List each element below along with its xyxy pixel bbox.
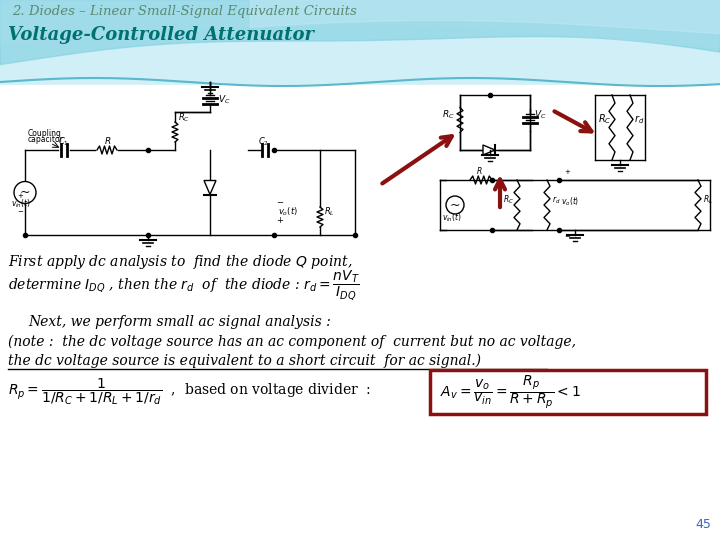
Text: $R_C$: $R_C$	[503, 194, 514, 206]
Text: $v_o(t)$: $v_o(t)$	[561, 196, 580, 208]
Text: $R$: $R$	[476, 165, 482, 176]
Text: $V_C$: $V_C$	[218, 93, 230, 105]
Text: $r_d$: $r_d$	[552, 195, 561, 206]
Text: (note :  the dc voltage source has an ac component of  current but no ac voltage: (note : the dc voltage source has an ac …	[8, 335, 576, 349]
Text: $+$: $+$	[17, 191, 24, 199]
Text: 2. Diodes – Linear Small-Signal Equivalent Circuits: 2. Diodes – Linear Small-Signal Equivale…	[12, 5, 356, 18]
Text: First apply dc analysis to  find the diode $Q$ point,: First apply dc analysis to find the diod…	[8, 253, 352, 271]
Text: $R_p = \dfrac{1}{1/R_C + 1/R_L + 1/r_d}$  ,  based on voltage divider  :: $R_p = \dfrac{1}{1/R_C + 1/R_L + 1/r_d}$…	[8, 376, 371, 407]
Text: $R_C$: $R_C$	[442, 109, 455, 121]
Text: capacitor: capacitor	[28, 135, 64, 144]
Text: $R$: $R$	[104, 135, 112, 146]
Text: $v_o(t)$: $v_o(t)$	[278, 206, 298, 219]
Text: $+$: $+$	[564, 167, 571, 176]
Bar	[0, 0, 720, 85]
Text: $r_d$: $r_d$	[634, 113, 644, 126]
Circle shape	[14, 181, 36, 204]
Text: $C_1$: $C_1$	[58, 135, 69, 147]
Text: $A_v = \dfrac{v_o}{v_{in}} = \dfrac{R_p}{R + R_p} < 1$: $A_v = \dfrac{v_o}{v_{in}} = \dfrac{R_p}…	[440, 374, 581, 410]
Text: $-$: $-$	[276, 196, 284, 205]
Text: $V_C$: $V_C$	[534, 109, 546, 121]
Polygon shape	[483, 145, 495, 155]
Text: the dc voltage source is equivalent to a short circuit  for ac signal.): the dc voltage source is equivalent to a…	[8, 354, 481, 368]
Text: Next, we perform small ac signal analysis :: Next, we perform small ac signal analysi…	[28, 315, 330, 329]
Text: $R_C$: $R_C$	[598, 112, 611, 126]
Text: Voltage-Controlled Attenuator: Voltage-Controlled Attenuator	[8, 26, 314, 44]
Text: 45: 45	[695, 518, 711, 531]
Text: Coupling: Coupling	[28, 129, 62, 138]
Text: $v_{in}(t)$: $v_{in}(t)$	[11, 198, 31, 210]
Text: $R_L$: $R_L$	[324, 206, 335, 219]
Text: $R_C$: $R_C$	[178, 111, 190, 124]
Text: ~: ~	[450, 199, 460, 212]
Text: ~: ~	[19, 186, 30, 199]
Text: $C_2$: $C_2$	[258, 135, 269, 147]
Polygon shape	[204, 180, 216, 194]
Text: $v_{in}(t)$: $v_{in}(t)$	[442, 212, 462, 225]
FancyBboxPatch shape	[430, 370, 706, 414]
Text: determine $I_{DQ}$ , then the $r_d$  of  the diode : $r_d = \dfrac{nV_T}{I_{DQ}}: determine $I_{DQ}$ , then the $r_d$ of t…	[8, 268, 360, 302]
Text: $R_L$: $R_L$	[703, 194, 713, 206]
Text: $+$: $+$	[276, 215, 284, 225]
Circle shape	[446, 196, 464, 214]
Text: $-$: $-$	[564, 232, 571, 238]
Text: $-$: $-$	[17, 207, 24, 213]
